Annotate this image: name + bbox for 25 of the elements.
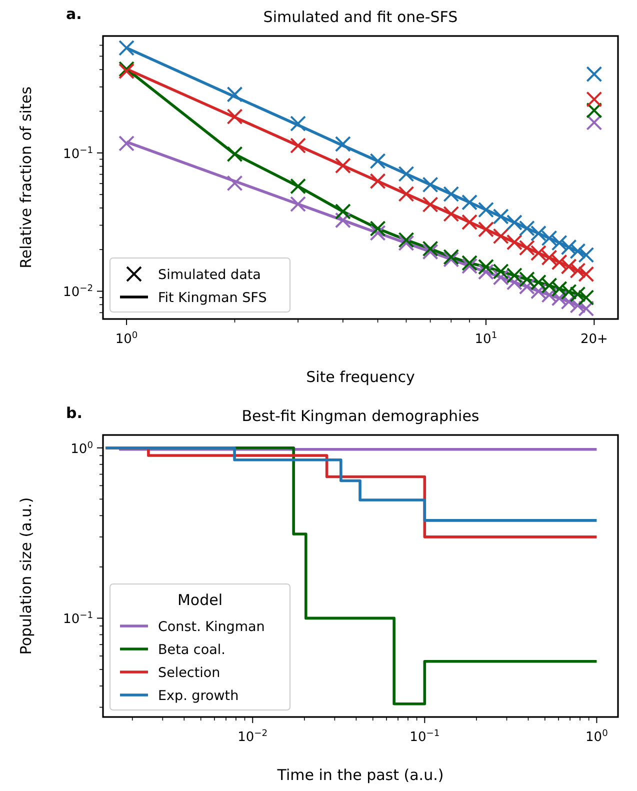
x-axis-title: Site frequency [306, 368, 416, 386]
x-tick-label: 10$^{0}$ [586, 729, 608, 745]
chart-title: Best-fit Kingman demographies [242, 407, 480, 425]
legend-label: Exp. growth [158, 688, 239, 704]
chart-title: Simulated and fit one-SFS [263, 8, 458, 26]
x-tick-label: 10$^{0}$ [115, 331, 138, 347]
legend-label: Selection [158, 665, 220, 681]
y-tick-label: 10$^{−2}$ [63, 284, 93, 300]
y-axis-title: Population size (a.u.) [17, 497, 35, 655]
annotation: Simulated data [158, 267, 261, 283]
legend-label: Beta coal. [158, 642, 226, 658]
annotation: Fit Kingman SFS [158, 290, 267, 306]
x-tick-label: 10$^{−2}$ [238, 729, 268, 745]
legend-label: Const. Kingman [158, 619, 265, 635]
x-tick-label: 20+ [580, 332, 608, 347]
y-axis-title: Relative fraction of sites [17, 86, 35, 268]
legend-title: Model [177, 591, 223, 609]
text: b. [66, 404, 82, 422]
x-tick-label: 10$^{−1}$ [410, 729, 440, 745]
text: a. [66, 5, 82, 23]
y-tick-label: 10$^{−1}$ [63, 146, 93, 162]
x-axis-title: Time in the past (a.u.) [276, 766, 444, 784]
x-tick-label: 10$^{1}$ [474, 331, 498, 347]
y-tick-label: 10$^{0}$ [70, 440, 94, 457]
y-tick-label: 10$^{−1}$ [63, 611, 93, 628]
